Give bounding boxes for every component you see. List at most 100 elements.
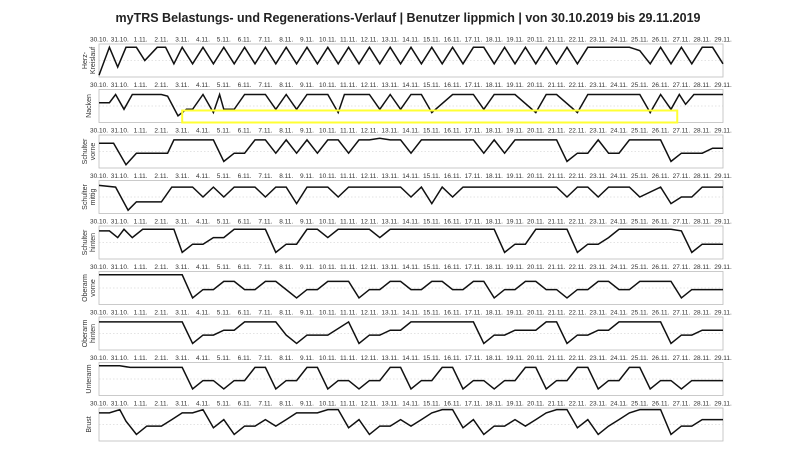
x-tick-label: 1.11.	[134, 264, 148, 271]
x-tick-label: 6.11.	[238, 401, 252, 408]
x-tick-label: 18.11.	[485, 128, 503, 135]
x-tick-label: 21.11.	[548, 401, 566, 408]
x-tick-label: 24.11.	[610, 355, 628, 362]
x-tick-label: 8.11.	[279, 355, 293, 362]
x-tick-label: 19.11.	[506, 173, 524, 180]
x-tick-label: 29.11.	[714, 128, 732, 135]
x-tick-label: 16.11.	[444, 37, 462, 44]
series-line	[99, 228, 723, 254]
x-tick-label: 5.11.	[217, 173, 231, 180]
x-tick-label: 4.11.	[196, 173, 210, 180]
x-tick-label: 28.11.	[693, 264, 711, 271]
x-tick-label: 10.11.	[319, 355, 337, 362]
x-tick-label: 26.11.	[652, 82, 670, 89]
x-tick-label: 8.11.	[279, 219, 293, 226]
x-tick-label: 1.11.	[134, 355, 148, 362]
x-tick-label: 26.11.	[652, 128, 670, 135]
x-tick-label: 27.11.	[673, 82, 691, 89]
x-tick-label: 28.11.	[693, 128, 711, 135]
x-tick-label: 20.11.	[527, 264, 545, 271]
x-tick-label: 18.11.	[485, 173, 503, 180]
x-tick-label: 17.11.	[465, 128, 483, 135]
x-tick-label: 8.11.	[279, 401, 293, 408]
x-tick-label: 9.11.	[300, 310, 314, 317]
panel-label-line: Oberarm	[82, 320, 89, 348]
x-tick-label: 14.11.	[402, 82, 420, 89]
x-tick-label: 27.11.	[673, 219, 691, 226]
x-tick-label: 10.11.	[319, 173, 337, 180]
panel-label: Schulterhinten	[82, 229, 97, 255]
x-tick-label: 29.11.	[714, 82, 732, 89]
x-tick-label: 6.11.	[238, 128, 252, 135]
series-line	[99, 320, 723, 345]
series-line	[98, 45, 724, 76]
x-tick-label: 15.11.	[423, 264, 441, 271]
x-tick-label: 20.11.	[527, 173, 545, 180]
x-tick-label: 16.11.	[444, 264, 462, 271]
x-tick-label: 13.11.	[381, 401, 399, 408]
x-tick-label: 16.11.	[444, 401, 462, 408]
panel-6: Oberarmhinten 30.10. 31.10. 1.11. 2.11. 3.11.…	[82, 310, 732, 351]
x-tick-label: 6.11.	[238, 310, 252, 317]
x-tick-label: 11.11.	[340, 173, 357, 180]
x-tick-label: 23.11.	[589, 310, 607, 317]
x-tick-label: 1.11.	[134, 173, 148, 180]
panel-label: Schultervorne	[82, 138, 97, 164]
x-tick-label: 19.11.	[506, 219, 524, 226]
x-tick-label: 24.11.	[610, 264, 628, 271]
x-tick-label: 21.11.	[548, 82, 566, 89]
x-tick-label: 25.11.	[631, 401, 649, 408]
panel-0: Herz-Kreislauf 30.10. 31.10. 1.11. 2.11. 3.11…	[82, 37, 732, 78]
x-tick-label: 31.10.	[111, 37, 129, 44]
x-tick-label: 4.11.	[196, 82, 210, 89]
x-tick-label: 25.11.	[631, 37, 649, 44]
x-tick-label: 31.10.	[111, 173, 129, 180]
x-tick-label: 16.11.	[444, 82, 462, 89]
x-tick-label: 18.11.	[485, 219, 503, 226]
panel-7: Unterarm 30.10. 31.10. 1.11. 2.11. 3.11. 4.11.…	[86, 355, 732, 396]
x-tick-label: 19.11.	[506, 401, 524, 408]
x-tick-label: 26.11.	[652, 37, 670, 44]
x-tick-label: 16.11.	[444, 310, 462, 317]
x-tick-label: 16.11.	[444, 128, 462, 135]
x-tick-label: 8.11.	[279, 37, 293, 44]
x-tick-label: 1.11.	[134, 128, 148, 135]
x-tick-label: 11.11.	[340, 310, 357, 317]
panel-2: Schultervorne 30.10. 31.10. 1.11. 2.11. 3.11.…	[82, 128, 732, 169]
x-tick-label: 31.10.	[111, 310, 129, 317]
x-tick-label: 14.11.	[402, 219, 420, 226]
x-tick-label: 4.11.	[196, 37, 210, 44]
x-tick-label: 22.11.	[569, 401, 587, 408]
panel-label: Brust	[86, 416, 93, 432]
panel-label-line: vorne	[90, 143, 97, 161]
x-tick-label: 28.11.	[693, 37, 711, 44]
x-tick-label: 11.11.	[340, 264, 357, 271]
x-tick-label: 21.11.	[548, 219, 566, 226]
x-tick-label: 20.11.	[527, 219, 545, 226]
x-tick-label: 29.11.	[714, 355, 732, 362]
x-tick-label: 17.11.	[465, 355, 483, 362]
x-tick-label: 2.11.	[154, 264, 168, 271]
x-tick-label: 3.11.	[175, 37, 189, 44]
x-tick-label: 9.11.	[300, 173, 314, 180]
x-tick-label: 15.11.	[423, 128, 441, 135]
panel-label-line: Schulter	[82, 138, 89, 164]
x-tick-label: 8.11.	[279, 82, 293, 89]
x-tick-label: 7.11.	[258, 82, 272, 89]
x-tick-label: 31.10.	[111, 219, 129, 226]
x-tick-label: 5.11.	[217, 401, 231, 408]
x-tick-label: 17.11.	[465, 37, 483, 44]
x-tick-label: 26.11.	[652, 401, 670, 408]
panel-label-line: Brust	[86, 416, 93, 432]
x-tick-label: 22.11.	[569, 355, 587, 362]
x-tick-label: 11.11.	[340, 401, 357, 408]
x-tick-label: 31.10.	[111, 128, 129, 135]
x-tick-label: 15.11.	[423, 219, 441, 226]
x-tick-label: 4.11.	[196, 219, 210, 226]
x-tick-label: 22.11.	[569, 128, 587, 135]
x-tick-label: 2.11.	[154, 128, 168, 135]
x-tick-label: 30.10.	[90, 82, 108, 89]
x-tick-label: 2.11.	[154, 173, 168, 180]
x-tick-label: 23.11.	[589, 401, 607, 408]
